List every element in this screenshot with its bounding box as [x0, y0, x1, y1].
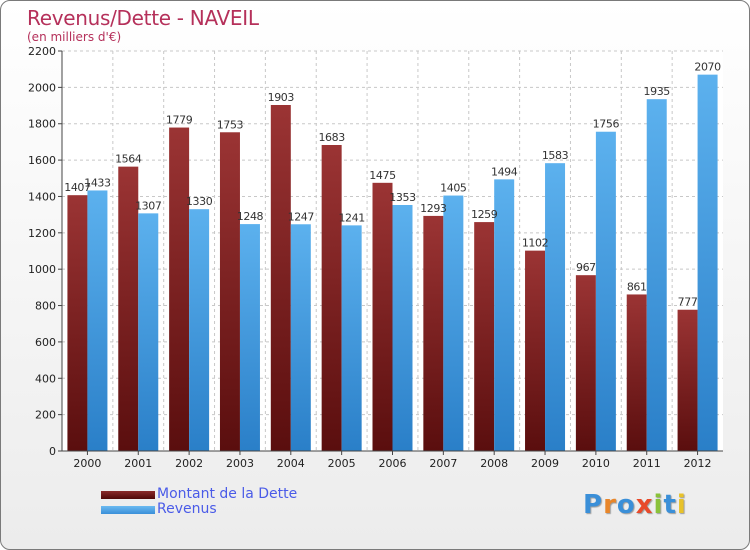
x-tick-label: 2000	[73, 457, 101, 470]
x-tick-label: 2001	[124, 457, 152, 470]
y-tick-label: 1600	[28, 154, 56, 167]
data-label-revenus: 1583	[542, 149, 569, 162]
logo-letter: o	[616, 490, 636, 520]
data-label-dette: 1779	[166, 114, 193, 127]
data-label-dette: 1407	[64, 181, 91, 194]
y-tick-label: 800	[35, 300, 56, 313]
bar-revenus	[646, 99, 667, 451]
bar-dette	[118, 166, 139, 452]
data-label-dette: 1475	[369, 169, 396, 182]
legend: Montant de la Dette Revenus	[101, 487, 297, 517]
data-label-dette: 777	[678, 296, 698, 309]
legend-swatch-revenus	[101, 505, 155, 514]
y-tick-label: 1400	[28, 190, 56, 203]
data-label-revenus: 1307	[135, 199, 162, 212]
y-tick-label: 2200	[28, 45, 56, 58]
legend-item-revenus: Revenus	[101, 502, 297, 517]
bar-revenus	[189, 209, 210, 451]
data-label-revenus: 2070	[694, 61, 721, 74]
data-label-dette: 1683	[318, 131, 345, 144]
data-label-revenus: 1353	[389, 191, 416, 204]
chart-subtitle: (en milliers d'€)	[27, 30, 122, 44]
bar-dette	[677, 309, 698, 451]
data-label-dette: 1293	[420, 202, 447, 215]
proxiti-logo: Proxiti	[583, 490, 687, 520]
legend-label-dette: Montant de la Dette	[157, 486, 298, 502]
x-tick-label: 2008	[480, 457, 508, 470]
x-tick-label: 2006	[379, 457, 407, 470]
data-label-revenus: 1433	[84, 176, 111, 189]
data-label-revenus: 1241	[338, 211, 364, 224]
data-label-dette: 1903	[268, 91, 295, 104]
bar-dette	[321, 145, 342, 451]
y-tick-label: 200	[35, 409, 56, 422]
y-tick-label: 600	[35, 336, 56, 349]
bar-revenus	[494, 179, 515, 451]
bar-dette	[270, 105, 291, 451]
bar-revenus	[239, 224, 260, 451]
bar-revenus	[138, 213, 159, 451]
bar-dette	[67, 195, 88, 451]
y-tick-label: 1800	[28, 118, 56, 131]
bar-revenus	[595, 131, 616, 451]
bar-revenus	[87, 190, 108, 452]
x-tick-label: 2010	[582, 457, 610, 470]
legend-item-dette: Montant de la Dette	[101, 487, 297, 502]
data-label-dette: 1753	[217, 118, 244, 131]
bar-dette	[474, 222, 495, 451]
y-tick-label: 2000	[28, 81, 56, 94]
x-tick-label: 2011	[633, 457, 661, 470]
bar-dette	[525, 250, 546, 451]
logo-letter: x	[635, 490, 654, 520]
data-label-revenus: 1330	[186, 195, 213, 208]
data-label-dette: 1259	[471, 208, 498, 221]
x-tick-label: 2005	[328, 457, 356, 470]
bar-dette	[626, 294, 647, 451]
data-label-revenus: 1248	[237, 210, 264, 223]
bar-revenus	[290, 224, 311, 451]
bar-revenus	[545, 163, 566, 451]
data-label-revenus: 1935	[644, 85, 671, 98]
x-tick-label: 2012	[684, 457, 712, 470]
bar-revenus	[341, 225, 362, 451]
x-tick-label: 2009	[531, 457, 559, 470]
bar-dette	[219, 132, 240, 452]
bar-dette	[423, 215, 444, 451]
data-label-revenus: 1405	[440, 182, 467, 195]
data-label-revenus: 1247	[288, 210, 315, 223]
y-tick-label: 1000	[28, 263, 56, 276]
bar-revenus	[697, 74, 718, 452]
bar-dette	[372, 182, 393, 451]
bar-dette	[169, 127, 190, 451]
logo-letter: t	[663, 490, 677, 520]
chart-title: Revenus/Dette - NAVEIL	[27, 6, 259, 30]
data-label-dette: 1564	[115, 153, 142, 166]
logo-letter: i	[676, 490, 687, 520]
logo-letter: r	[603, 490, 617, 520]
logo-letter: P	[583, 490, 604, 520]
y-tick-label: 400	[35, 372, 56, 385]
bar-dette	[575, 275, 596, 451]
bar-revenus	[443, 195, 464, 451]
y-tick-label: 1200	[28, 227, 56, 240]
data-label-dette: 1102	[522, 237, 548, 250]
legend-swatch-dette	[101, 490, 155, 499]
data-label-dette: 861	[627, 280, 647, 293]
data-label-dette: 967	[576, 261, 596, 274]
bar-revenus	[392, 205, 413, 451]
legend-label-revenus: Revenus	[157, 501, 217, 517]
data-label-revenus: 1756	[593, 118, 620, 131]
x-tick-label: 2002	[175, 457, 203, 470]
x-tick-label: 2007	[429, 457, 457, 470]
y-tick-label: 0	[49, 445, 56, 458]
logo-letter: i	[653, 490, 664, 520]
data-label-revenus: 1494	[491, 165, 518, 178]
x-tick-label: 2004	[277, 457, 305, 470]
x-tick-label: 2003	[226, 457, 254, 470]
